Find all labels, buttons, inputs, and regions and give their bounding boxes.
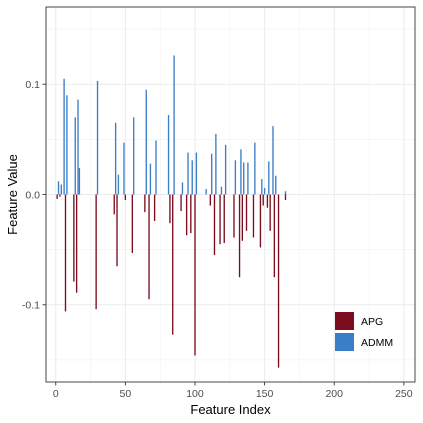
bars-layer	[56, 55, 287, 368]
x-tick-label: 100	[186, 388, 204, 400]
y-tick-label: 0.0	[25, 189, 40, 201]
x-tick-label: 0	[53, 388, 59, 400]
x-tick-label: 200	[325, 388, 343, 400]
x-tick-label: 50	[120, 388, 132, 400]
x-axis-title: Feature Index	[190, 402, 271, 417]
legend-label-apg: APG	[361, 316, 383, 328]
legend-key-admm	[335, 333, 354, 351]
y-tick-label: 0.1	[25, 79, 40, 91]
y-tick-label: -0.1	[22, 300, 40, 312]
legend: APG ADMM	[335, 312, 393, 351]
y-axis-title: Feature Value	[5, 154, 20, 235]
x-axis-ticks: 0 50 100 150 200 250	[53, 382, 413, 400]
x-tick-label: 250	[395, 388, 413, 400]
y-axis-ticks: -0.1 0.0 0.1	[22, 79, 46, 312]
legend-label-admm: ADMM	[361, 337, 393, 349]
legend-key-apg	[335, 312, 354, 330]
x-tick-label: 150	[256, 388, 274, 400]
